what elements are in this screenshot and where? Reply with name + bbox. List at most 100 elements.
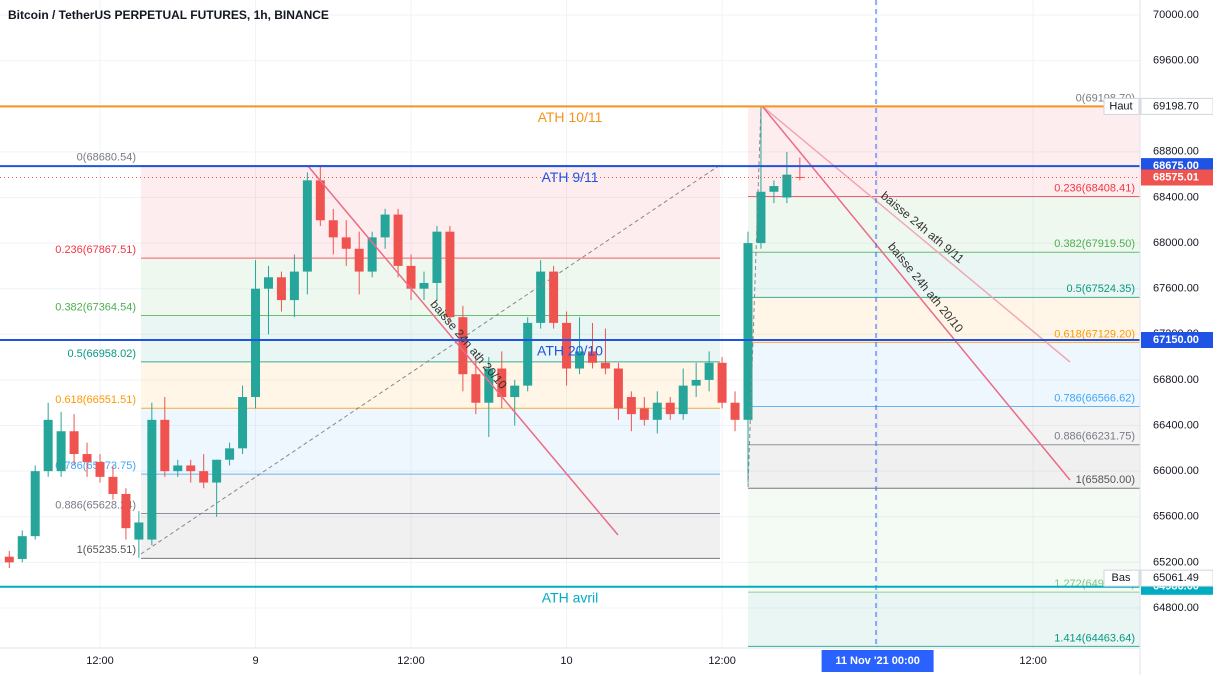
candle-body (147, 419, 157, 540)
fib-band (748, 488, 1140, 593)
y-tick-label: 70000.00 (1153, 9, 1199, 21)
candle-body (95, 462, 105, 477)
candle-body (69, 431, 79, 455)
candle-body (432, 231, 442, 283)
candles (4, 106, 805, 569)
candle-body (276, 277, 286, 301)
fib-label: 0.5(67524.35) (1067, 283, 1136, 295)
candle-body (730, 402, 740, 420)
fib-band (748, 297, 1140, 343)
candle-body (652, 402, 662, 420)
candle-body (341, 237, 351, 249)
candle-body (406, 265, 416, 289)
candle-body (600, 362, 610, 369)
candle-body (510, 385, 520, 398)
candle-body (30, 471, 40, 537)
y-tick-label: 64800.00 (1153, 602, 1199, 614)
fib-label: 0.382(67919.50) (1054, 238, 1135, 250)
candle-body (562, 322, 572, 369)
trend-line (761, 105, 1071, 481)
candle-body (302, 180, 312, 272)
candle-body (108, 476, 118, 494)
candle-body (134, 522, 144, 540)
fib-label: 0(68680.54) (77, 151, 136, 163)
marker-value-box (1140, 569, 1213, 587)
fib-band (748, 252, 1140, 298)
x-tick-label: 12:00 (1019, 655, 1047, 667)
time-axis (0, 648, 1213, 675)
y-tick-label: 68800.00 (1153, 146, 1199, 158)
y-tick-label: 67600.00 (1153, 283, 1199, 295)
candle-body (484, 368, 494, 403)
crosshair-time-box (821, 650, 934, 672)
marker-text: Haut (1109, 100, 1132, 112)
x-tick-label: 12:00 (708, 655, 736, 667)
drawings: 0(68680.54) 0.236(67867.51) 0.382(67364.54… (0, 0, 1140, 648)
candle-body (471, 374, 481, 403)
marker-box (1103, 97, 1140, 115)
fib-label: 0.236(67867.51) (55, 244, 136, 256)
candle-body (613, 368, 623, 409)
level-name: ATH avril (542, 589, 599, 605)
fib-label: 0.236(68408.41) (1054, 182, 1135, 194)
price-box-label: 68675.00 (1153, 160, 1199, 172)
marker-value: 69198.70 (1153, 100, 1199, 112)
candle-body (160, 419, 170, 472)
candle-body (328, 220, 338, 238)
candle-body (251, 288, 261, 398)
candle-body (549, 271, 559, 323)
fib-band (141, 258, 720, 316)
fib-band (141, 474, 720, 514)
candle-body (393, 214, 403, 266)
candle-body (82, 454, 92, 463)
candle-body (17, 536, 27, 559)
candle-body (238, 397, 248, 449)
fib-label: 0.382(67364.54) (55, 301, 136, 313)
candle-body (354, 248, 364, 272)
candle-body (691, 379, 701, 386)
candle-body (186, 465, 196, 472)
fib-band (748, 592, 1140, 647)
fib-label: 1.414(64463.64) (1054, 632, 1135, 644)
fib-trend-line (140, 164, 721, 555)
level-name: ATH 10/11 (538, 109, 603, 125)
candle-body (717, 362, 727, 403)
trend-line (761, 105, 1071, 363)
y-tick-label: 66800.00 (1153, 374, 1199, 386)
price-box (1141, 169, 1213, 186)
level-name: ATH 9/11 (541, 169, 598, 185)
candle-body (315, 180, 325, 221)
candle-body (575, 351, 585, 369)
candle-body (367, 237, 377, 272)
candle-body (795, 176, 805, 178)
candle-body (121, 493, 131, 529)
candle-body (626, 397, 636, 415)
price-box-label: 68575.01 (1153, 171, 1199, 183)
fib-label: 1(65235.51) (77, 544, 136, 556)
candle-body (743, 243, 753, 420)
candle-body (769, 186, 779, 192)
candle-body (212, 459, 222, 483)
fib-label: 0.886(65628.24) (55, 499, 136, 511)
fib-trend-line (747, 105, 762, 488)
fib-label: 1(65850.00) (1076, 474, 1135, 486)
fib-label: 0.786(66566.62) (1054, 392, 1135, 404)
candle-body (458, 317, 468, 375)
fib-band (141, 361, 720, 409)
y-tick-label: 65600.00 (1153, 511, 1199, 523)
fib-label: 0.5(66958.02) (68, 348, 137, 360)
x-tick-label: 11 Nov '21 00:00 (835, 655, 920, 667)
candle-body (225, 448, 235, 460)
price-box (1141, 332, 1213, 349)
fib-band (748, 106, 1140, 197)
chart-title: Bitcoin / TetherUS PERPETUAL FUTURES, 1h… (8, 8, 329, 22)
x-tick-label: 10 (560, 655, 572, 667)
candle-body (704, 362, 714, 380)
fib-band (748, 406, 1140, 445)
x-tick-label: 9 (252, 655, 258, 667)
marker-value-box (1140, 97, 1213, 115)
x-tick-label: 12:00 (86, 655, 114, 667)
level-name: ATH 20/10 (537, 343, 603, 359)
